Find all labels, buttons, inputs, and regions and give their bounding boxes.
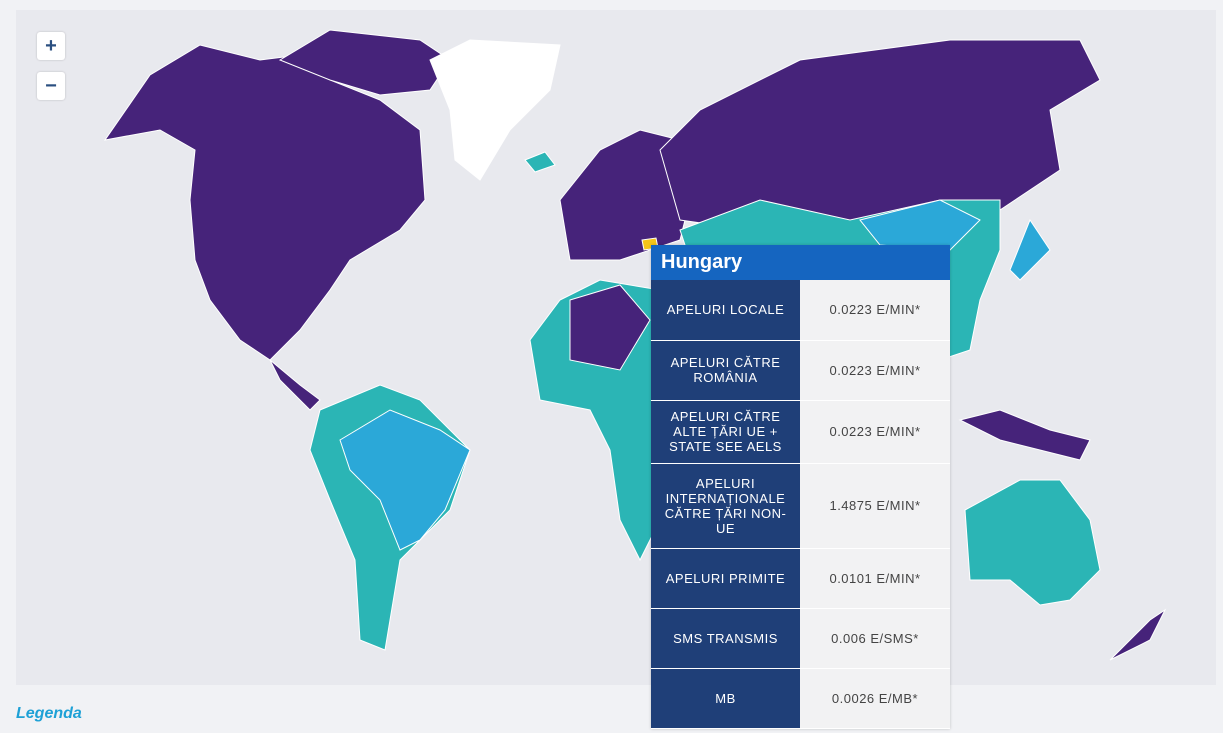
- zoom-in-button[interactable]: +: [37, 32, 65, 60]
- tariff-row: SMS TRANSMIS 0.006 E/SMS*: [651, 608, 950, 669]
- tariff-label: APELURI PRIMITE: [651, 548, 800, 609]
- tariff-label: SMS TRANSMIS: [651, 608, 800, 669]
- zoom-out-button[interactable]: −: [37, 72, 65, 100]
- tariff-value: 0.0101 E/MIN*: [800, 548, 950, 609]
- tariff-label: APELURI CĂTRE ALTE ȚĂRI UE + STATE SEE A…: [651, 400, 800, 464]
- legend-toggle[interactable]: Legenda: [16, 705, 82, 722]
- tariff-value: 0.0223 E/MIN*: [800, 280, 950, 341]
- tariff-label: MB: [651, 668, 800, 729]
- tariff-value: 0.0223 E/MIN*: [800, 340, 950, 401]
- tariff-row: APELURI CĂTRE ALTE ȚĂRI UE + STATE SEE A…: [651, 400, 950, 464]
- tariff-row: MB 0.0026 E/MB*: [651, 668, 950, 729]
- country-tooltip: Hungary APELURI LOCALE 0.0223 E/MIN* APELU…: [651, 245, 950, 729]
- tooltip-title: Hungary: [651, 245, 950, 280]
- tariff-value: 0.0026 E/MB*: [800, 668, 950, 729]
- world-map: [16, 10, 1216, 685]
- tariff-value: 0.006 E/SMS*: [800, 608, 950, 669]
- tariff-value: 1.4875 E/MIN*: [800, 463, 950, 549]
- tariff-row: APELURI PRIMITE 0.0101 E/MIN*: [651, 548, 950, 609]
- tariff-row: APELURI INTERNAȚIONALE CĂTRE ȚĂRI NON-UE…: [651, 463, 950, 549]
- tariff-label: APELURI INTERNAȚIONALE CĂTRE ȚĂRI NON-UE: [651, 463, 800, 549]
- tariff-label: APELURI CĂTRE ROMÂNIA: [651, 340, 800, 401]
- tariff-row: APELURI LOCALE 0.0223 E/MIN*: [651, 280, 950, 341]
- tariff-value: 0.0223 E/MIN*: [800, 400, 950, 464]
- tariff-label: APELURI LOCALE: [651, 280, 800, 341]
- tariff-row: APELURI CĂTRE ROMÂNIA 0.0223 E/MIN*: [651, 340, 950, 401]
